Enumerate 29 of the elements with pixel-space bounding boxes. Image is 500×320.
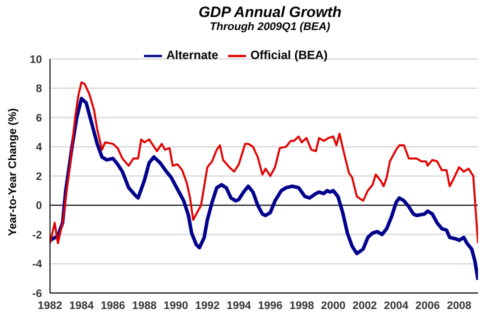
x-tick-label: 2004 [384, 300, 410, 312]
x-tick-label: 2000 [320, 300, 346, 312]
y-tick-label: 0 [36, 200, 42, 212]
y-tick-label: 8 [36, 83, 42, 96]
line-series [50, 81, 478, 244]
y-tick-label: -4 [32, 258, 43, 271]
legend-label: Official (BEA) [250, 48, 328, 62]
y-tick-label: 10 [30, 54, 42, 66]
legend-label: Alternate [166, 48, 218, 62]
x-tick-label: 1998 [290, 300, 314, 312]
chart-title: GDP Annual Growth [197, 4, 343, 21]
y-tick-label: 4 [36, 142, 43, 154]
x-tick-label: 2006 [415, 300, 440, 312]
x-tick-label: 1982 [38, 300, 62, 312]
x-tick-label: 2008 [446, 300, 472, 312]
y-tick-label: 6 [36, 112, 42, 124]
x-tick-label: 2002 [352, 300, 377, 312]
x-tick-label: 1990 [164, 300, 188, 312]
x-tick-label: 1986 [100, 300, 126, 312]
y-tick-label: 2 [36, 170, 42, 183]
x-tick-label: 1994 [226, 300, 252, 312]
y-tick-label: -6 [32, 288, 42, 300]
x-tick-label: 1988 [132, 300, 157, 312]
x-tick-label: 1996 [258, 300, 283, 312]
y-axis-title: Year-to-Year Change (%) [6, 108, 19, 236]
y-tick-label: -2 [32, 229, 42, 242]
x-tick-label: 1992 [195, 300, 220, 312]
chart-subtitle: Through 2009Q1 (BEA) [208, 21, 332, 33]
x-tick-label: 1984 [69, 300, 95, 312]
